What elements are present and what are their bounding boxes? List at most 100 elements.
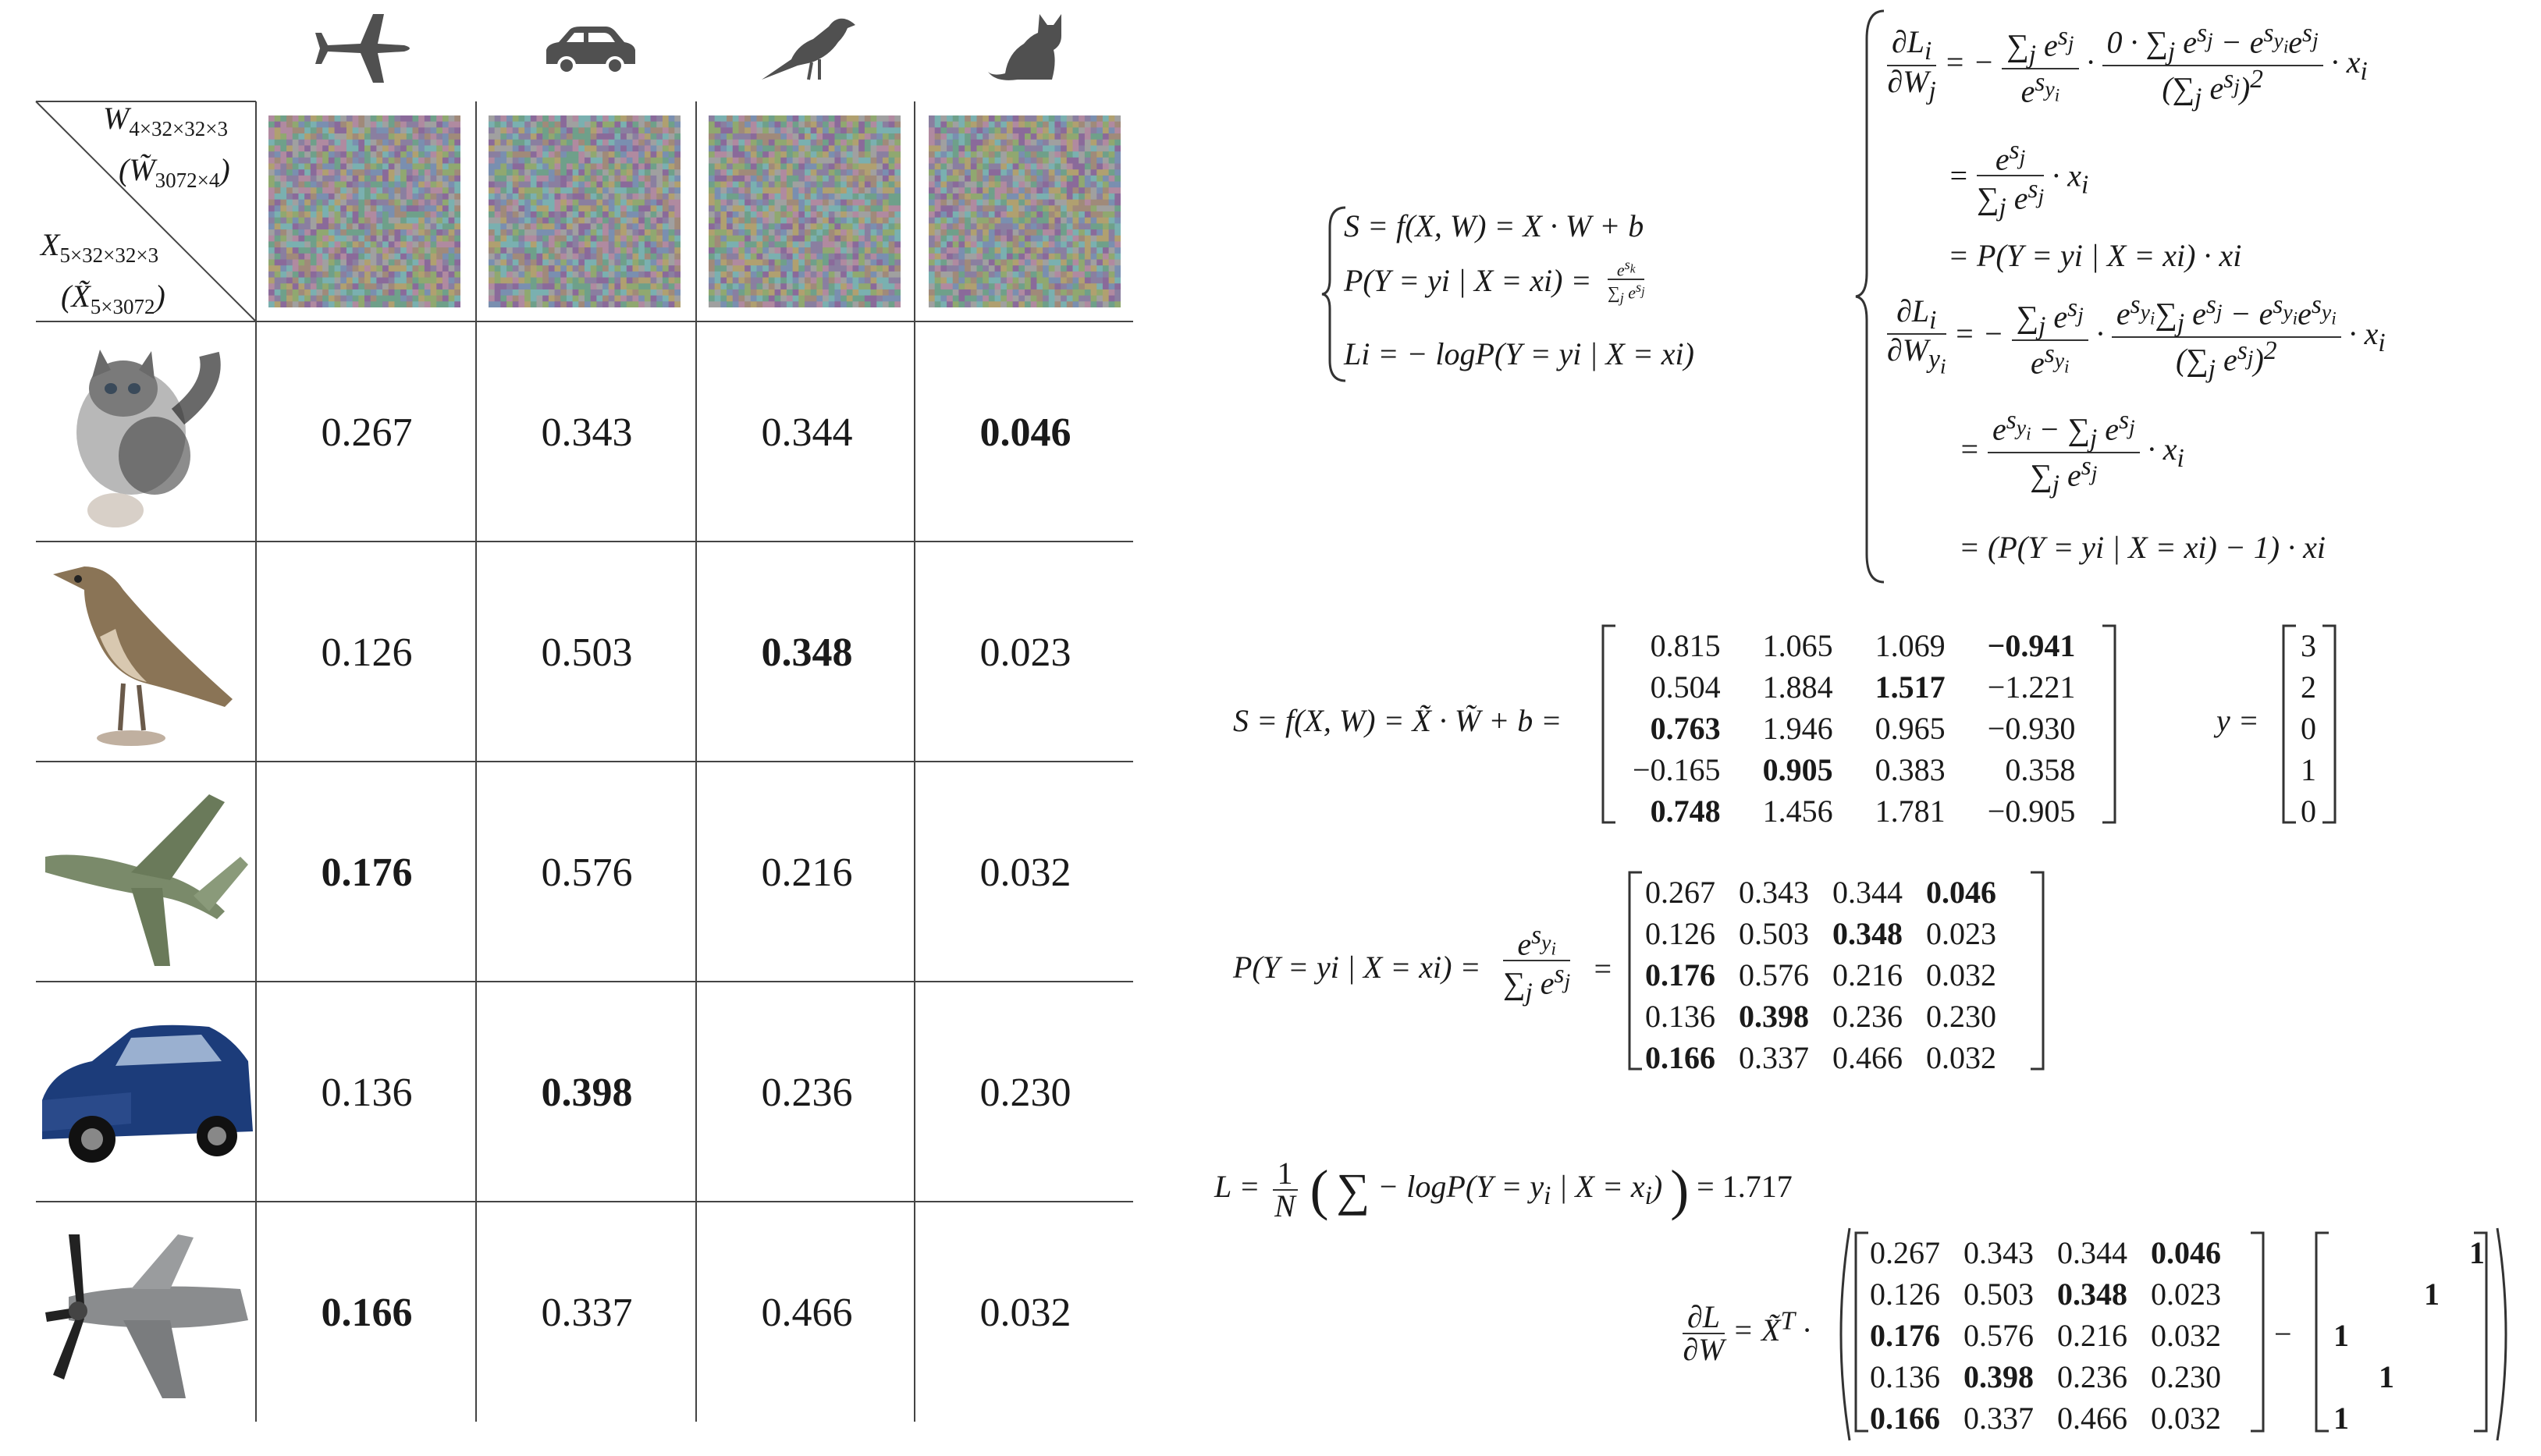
softmax-fraction: esk ∑j esj [1608, 257, 1645, 307]
x-tilde-shape-label: (X̃5×3072) [61, 279, 165, 318]
system-brace [1321, 206, 1346, 382]
matrix-cell: −0.905 [1987, 794, 2076, 829]
probability-cell: 0.503 [541, 630, 633, 675]
average-loss: L = 1 N ( ∑ − logP(Y = yi | X = xi) ) = … [1214, 1156, 1793, 1223]
matrix-cell: 0.358 [2005, 752, 2076, 787]
onehot-left-bracket [2315, 1231, 2329, 1433]
matrix-cell: 0.126 [1870, 1277, 1940, 1312]
final-probability-matrix: 0.267 0.343 0.344 0.046 0.126 0.503 0.348 0.023… [1857, 1231, 2234, 1440]
matrix-cell: 0.267 [1870, 1235, 1940, 1270]
matrix-cell: 1.946 [1762, 711, 1833, 746]
matrix-cell: 0.763 [1650, 711, 1721, 746]
probability-cell: 0.576 [541, 850, 633, 895]
matrix-cell: 0.337 [1964, 1401, 2034, 1436]
probability-cell: 0.348 [761, 630, 853, 675]
matrix-cell: 0.905 [1762, 752, 1833, 787]
matrix-cell: 0.466 [1832, 1040, 1903, 1075]
blue-car-image [42, 1025, 253, 1163]
matrix-cell: 0.176 [1645, 957, 1715, 993]
grad-wj-line1: ∂Li ∂Wj = − ∑j esj esyi · 0 · ∑j esj − e… [1887, 19, 2368, 112]
warplane-image [45, 794, 248, 966]
matrix-cell: 0.815 [1650, 628, 1721, 663]
onehot-cell [2319, 1357, 2363, 1397]
onehot-cell [2410, 1316, 2454, 1355]
probability-cell: 0.166 [321, 1290, 413, 1335]
matrix-cell: 0.576 [1964, 1318, 2034, 1353]
matrix-cell: 0.398 [1964, 1359, 2034, 1394]
onehot-cell [2410, 1357, 2454, 1397]
score-matrix-lhs: S = f(X, W) = X̃ · W̃ + b = [1233, 703, 1562, 738]
matrix-cell: 0.344 [1832, 875, 1903, 910]
w-shape-label: W4×32×32×3 [103, 101, 229, 140]
onehot-cell [2365, 1233, 2408, 1273]
matrix-cell: 0.230 [1926, 999, 1996, 1034]
matrix-cell: 0.398 [1739, 999, 1809, 1034]
matrix-cell: 0.343 [1964, 1235, 2034, 1270]
onehot-cell [2319, 1274, 2363, 1314]
label-cell: 0 [2301, 711, 2316, 746]
matrix-cell: 0.126 [1645, 916, 1715, 951]
matrix-cell: 0.236 [1832, 999, 1903, 1034]
matrix-cell: 0.337 [1739, 1040, 1809, 1075]
probability-cell: 0.344 [761, 410, 853, 455]
matrix-cell: 0.166 [1870, 1401, 1940, 1436]
label-cell: 3 [2301, 628, 2316, 663]
onehot-cell [2410, 1233, 2454, 1273]
minus-sign: − [2274, 1316, 2292, 1351]
matrix-cell: 0.136 [1645, 999, 1715, 1034]
onehot-cell [2365, 1274, 2408, 1314]
gradient-brace [1855, 9, 1885, 584]
matrix-cell: 0.230 [2151, 1359, 2221, 1394]
matrix-cell: 0.344 [2057, 1235, 2127, 1270]
matrix-cell: 1.069 [1875, 628, 1946, 663]
matrix-cell: 0.176 [1870, 1318, 1940, 1353]
probability-cell: 0.466 [761, 1290, 853, 1335]
matrix-cell: 0.343 [1739, 875, 1809, 910]
probability-cell: 0.046 [979, 410, 1071, 455]
score-matrix: 0.815 1.065 1.069 −0.941 0.504 1.884 1.517 −1.2… [1615, 624, 2102, 833]
matrix-cell: 1.884 [1762, 669, 1833, 705]
probability-cell: 0.023 [979, 630, 1071, 675]
probability-cell: 0.267 [321, 410, 413, 455]
cat-weight-image [929, 115, 1121, 307]
probability-cell: 0.236 [761, 1070, 853, 1115]
x-shape-label: X5×32×32×3 [41, 227, 159, 267]
probability-cell: 0.032 [979, 1290, 1071, 1335]
matrix-cell: −1.221 [1987, 669, 2076, 705]
car-weight-image [489, 115, 681, 307]
matrix-cell: 0.032 [2151, 1401, 2221, 1436]
final-prob-right-bracket [2251, 1231, 2265, 1433]
probability-cell: 0.337 [541, 1290, 633, 1335]
probability-cell: 0.230 [979, 1070, 1071, 1115]
onehot-cell: 1 [2379, 1359, 2394, 1394]
label-cell: 2 [2301, 669, 2316, 705]
matrix-cell: 0.046 [1926, 875, 1996, 910]
final-prob-left-bracket [1854, 1231, 1868, 1433]
bird-icon [762, 18, 855, 80]
propeller-plane-image [45, 1234, 248, 1398]
label-vector-left-bracket [2282, 624, 2296, 824]
onehot-cell [2319, 1233, 2363, 1273]
matrix-cell: 0.466 [2057, 1401, 2127, 1436]
matrix-cell: 0.216 [2057, 1318, 2127, 1353]
loss-definition: Li = − logP(Y = yi | X = xi) [1344, 336, 1694, 371]
matrix-cell: 0.046 [2151, 1235, 2221, 1270]
car-icon [546, 27, 635, 75]
airplane-icon [315, 14, 410, 83]
probability-matrix-lhs: P(Y = yi | X = xi) = [1233, 950, 1481, 985]
matrix-cell: 0.032 [2151, 1318, 2221, 1353]
onehot-cell: 1 [2333, 1401, 2349, 1436]
matrix-cell: 0.216 [1832, 957, 1903, 993]
score-definition: S = f(X, W) = X · W + b [1344, 208, 1644, 243]
matrix-cell: 0.383 [1875, 752, 1946, 787]
cat-icon [988, 14, 1061, 80]
matrix-cell: 0.032 [1926, 957, 1996, 993]
matrix-cell: 0.267 [1645, 875, 1715, 910]
probability-cell: 0.136 [321, 1070, 413, 1115]
score-matrix-left-bracket [1601, 624, 1615, 824]
matrix-cell: −0.165 [1633, 752, 1721, 787]
matrix-cell: 0.503 [1739, 916, 1809, 951]
softmax-lhs: P(Y = yi | X = xi) = [1344, 263, 1592, 298]
final-right-paren [2496, 1227, 2507, 1441]
